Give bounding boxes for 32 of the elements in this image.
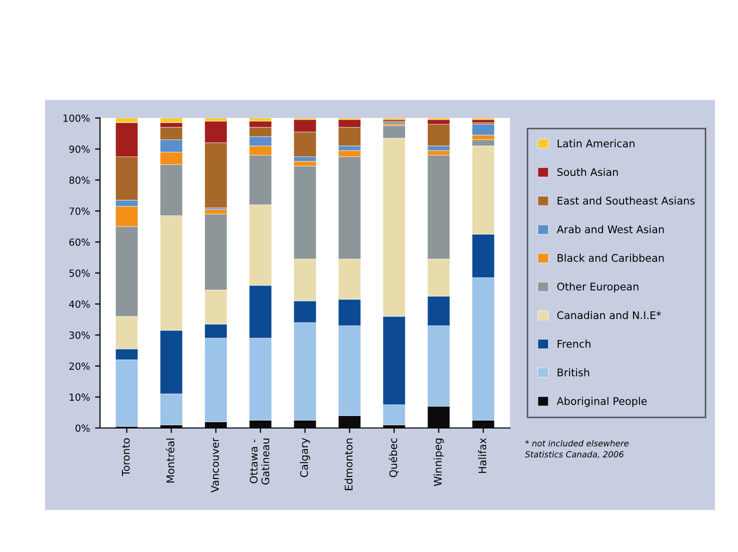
x-tick-label: Montréal — [166, 438, 174, 482]
y-tick-label: 100% — [64, 114, 90, 122]
y-tick-label: 0% — [75, 424, 90, 432]
y-tick-label: 60% — [69, 238, 90, 246]
x-tick-label: Edmonton — [344, 438, 353, 490]
legend-label: British — [558, 368, 590, 376]
text: Statistics Canada, 2006 — [525, 451, 624, 458]
legend-label: Aboriginal People — [556, 396, 647, 408]
legend-label: Black and Caribbean — [558, 254, 664, 262]
y-tick-label: 30% — [69, 331, 90, 339]
y-tick-label: 10% — [70, 393, 90, 401]
y-tick-label: 70% — [69, 207, 90, 215]
x-tick-label: Halifax — [478, 438, 486, 473]
x-tick-label: Calgary — [300, 438, 310, 478]
legend-label: French — [558, 340, 590, 348]
y-tick-label: 40% — [69, 300, 90, 308]
x-tick-label: Vancouver — [211, 438, 219, 493]
x-tick-label: Winnipeg — [434, 438, 444, 486]
x-tick-label: Québec — [388, 438, 398, 478]
y-tick-label: 90% — [69, 145, 90, 153]
y-tick-label: 80% — [69, 176, 90, 184]
legend-label: Other European — [557, 282, 638, 293]
x-tick-label: Toronto — [122, 438, 130, 476]
legend-label: South Asian — [557, 168, 618, 176]
text: * not included elsewhere — [525, 440, 629, 446]
y-tick-label: 50% — [69, 269, 90, 277]
legend-label: Latin American — [558, 139, 634, 148]
x-tick-label: Ottawa - Gatineau — [250, 438, 270, 485]
legend-label: East and Southeast Asians — [558, 196, 695, 205]
y-tick-label: 20% — [69, 362, 90, 370]
legend-label: Arab and West Asian — [556, 225, 664, 234]
legend-label: Canadian and N.I.E* — [557, 311, 661, 320]
